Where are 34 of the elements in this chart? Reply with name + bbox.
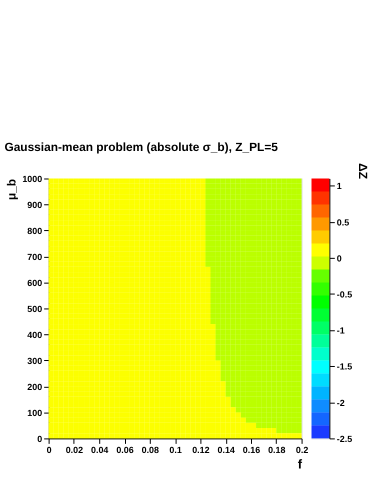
y-axis-title: μ_b <box>4 178 18 200</box>
color-bar-label: -1.5 <box>336 362 352 372</box>
x-tick-label: 0.06 <box>116 444 134 455</box>
x-tick-label: 0.1 <box>169 444 182 455</box>
y-tick-label: 200 <box>27 382 42 392</box>
color-bar-label: -2 <box>336 398 345 408</box>
y-tick-label: 1000 <box>22 174 42 184</box>
color-bar-label: 0 <box>336 253 342 264</box>
y-tick-label: 600 <box>27 278 42 288</box>
chart-title: Gaussian-mean problem (absolute σ_b), Z_PL=5 <box>4 140 278 154</box>
color-bar-label: -2.5 <box>336 434 352 444</box>
x-tick-label: 0.2 <box>296 444 308 455</box>
x-tick-label: 0.18 <box>268 444 286 455</box>
y-tick-label: 400 <box>27 330 42 340</box>
y-tick-label: 0 <box>37 434 42 444</box>
color-bar-label: 1 <box>336 181 342 192</box>
x-axis-title: f <box>298 456 303 472</box>
y-tick-label: 500 <box>27 304 42 314</box>
x-tick-label: 0.08 <box>142 444 160 455</box>
color-bar-label: -0.5 <box>336 289 352 300</box>
x-tick-label: 0.12 <box>192 444 210 455</box>
color-bar-label: 0.5 <box>336 217 350 228</box>
y-tick-label: 800 <box>27 226 42 236</box>
x-tick-label: 0 <box>46 444 52 455</box>
y-tick-label: 100 <box>27 408 42 418</box>
color-bar-title: ΔZ <box>356 163 370 179</box>
y-tick-label: 700 <box>27 252 42 262</box>
x-tick-label: 0.14 <box>218 444 235 455</box>
y-tick-label: 900 <box>27 200 42 210</box>
y-tick-label: 300 <box>27 356 42 366</box>
color-bar-label: -1 <box>336 326 345 336</box>
x-tick-label: 0.04 <box>91 444 108 455</box>
x-tick-label: 0.02 <box>66 444 84 455</box>
x-tick-label: 0.16 <box>242 444 260 455</box>
